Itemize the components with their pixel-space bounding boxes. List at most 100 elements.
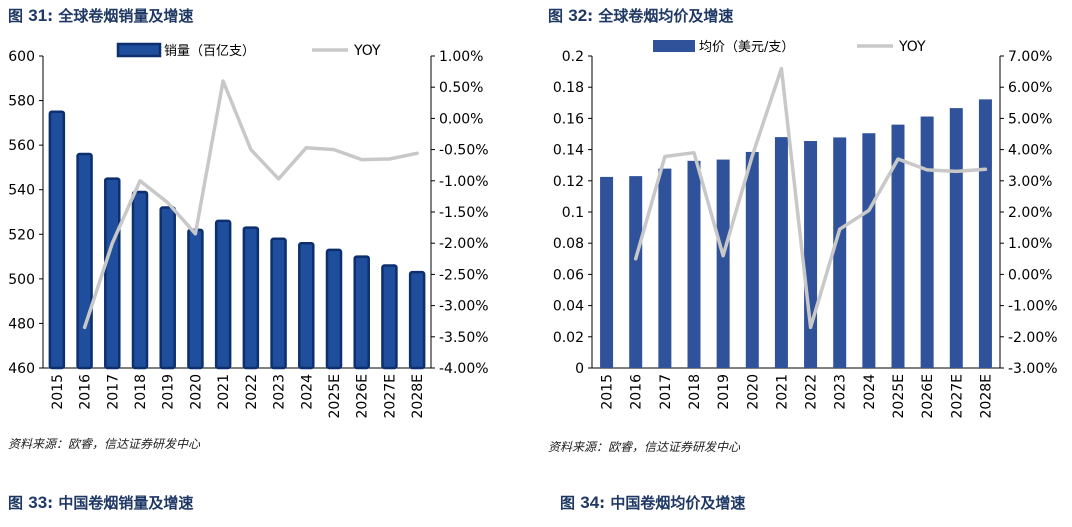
figure-title-text: 中国卷烟销量及增速 — [58, 494, 194, 512]
figure-label: 图 — [548, 7, 564, 25]
y-tick-label-right: 6.00% — [1008, 80, 1052, 96]
source-note-left: 资料来源：欧睿，信达证券研发中心 — [8, 437, 201, 451]
legend-bar-swatch — [116, 42, 162, 58]
y-tick-label-right: 1.00% — [1008, 236, 1052, 252]
bar — [214, 219, 232, 370]
y-tick-label-right: 0.00% — [1008, 267, 1052, 283]
x-tick-label: 2020 — [188, 374, 204, 410]
x-tick-label: 2018 — [133, 374, 149, 410]
bar — [687, 160, 701, 368]
x-tick-label: 2027E — [382, 374, 398, 418]
x-tick-label: 2016 — [629, 374, 645, 410]
figure-label: 图 — [560, 494, 576, 512]
global-volume-chart: 460 480 500 520 540 560 580 600 -4.00% -3.50% -3.0… — [8, 42, 489, 418]
y-tick-label-right: 1.00% — [439, 49, 483, 65]
y-tick-label-right: -1.00% — [439, 174, 489, 190]
legend-bar-label: 均价（美元/支） — [699, 40, 794, 55]
y-tick-label-right: -2.50% — [439, 267, 489, 283]
x-tick-label: 2017 — [658, 374, 674, 410]
y-tick-label-left: 520 — [8, 227, 35, 243]
y-tick-label-left: 540 — [8, 183, 35, 199]
figure-separator: : — [599, 494, 606, 512]
x-tick-label: 2019 — [716, 374, 732, 410]
figure-title-text: 中国卷烟均价及增速 — [610, 494, 746, 512]
bar — [891, 124, 905, 368]
figure-separator: : — [47, 7, 54, 25]
figure-title-text: 全球卷烟均价及增速 — [598, 7, 734, 25]
figure-34-title: 图 34: 中国卷烟均价及增速 — [560, 492, 745, 513]
x-tick-label: 2015 — [50, 374, 66, 410]
bar — [716, 159, 730, 368]
bar — [658, 168, 672, 368]
y-tick-label-left: 0.16 — [553, 111, 584, 127]
x-tick-label: 2021 — [774, 374, 790, 410]
bar — [774, 137, 788, 368]
figure-label: 图 — [8, 494, 24, 512]
x-tick-label: 2016 — [78, 374, 94, 410]
figure-number: 32 — [568, 6, 588, 25]
x-tick-label: 2021 — [216, 374, 232, 410]
y-tick-label-right: 2.00% — [1008, 205, 1052, 221]
y-tick-label-left: 0.08 — [553, 236, 584, 252]
figure-31-title: 图 31: 全球卷烟销量及增速 — [8, 5, 193, 26]
bar — [920, 116, 934, 368]
bar — [804, 141, 818, 368]
bar — [745, 151, 759, 368]
bar — [104, 177, 121, 370]
bar — [48, 110, 66, 370]
bar — [159, 206, 176, 370]
y-tick-label-left: 0.14 — [553, 143, 584, 159]
y-tick-label-left: 560 — [8, 138, 35, 154]
y-tick-label-left: 500 — [8, 272, 35, 288]
y-tick-label-right: -2.00% — [1008, 330, 1058, 346]
y-tick-label-left: 480 — [8, 316, 35, 332]
y-tick-label-left: 0.1 — [562, 205, 584, 221]
bar — [242, 226, 260, 370]
bar — [381, 264, 398, 370]
bar — [353, 255, 370, 370]
x-tick-label: 2018 — [687, 374, 703, 410]
bar — [629, 176, 643, 368]
x-tick-label: 2017 — [105, 374, 121, 410]
y-tick-label-right: -0.50% — [439, 143, 489, 159]
x-tick-label: 2023 — [833, 374, 849, 410]
y-tick-label-left: 0.04 — [553, 299, 584, 315]
bar — [833, 137, 847, 368]
y-tick-label-left: 600 — [8, 49, 35, 65]
x-tick-label: 2023 — [272, 374, 288, 410]
x-tick-label: 2024 — [862, 374, 878, 410]
figure-label: 图 — [8, 7, 24, 25]
y-tick-label-right: 3.00% — [1008, 174, 1052, 190]
y-tick-label-right: -1.50% — [439, 205, 489, 221]
x-tick-label: 2025E — [891, 374, 907, 418]
x-tick-label: 2027E — [949, 374, 965, 418]
y-tick-label-right: 0.00% — [439, 111, 483, 127]
bar — [949, 108, 963, 368]
y-tick-label-right: -4.00% — [439, 361, 489, 377]
x-tick-label: 2028E — [978, 374, 994, 418]
y-tick-label-right: -1.00% — [1008, 299, 1058, 315]
y-tick-label-right: -3.00% — [439, 299, 489, 315]
global-price-chart: 0 0.02 0.04 0.06 0.08 0.1 0.12 0.14 0.16 0.18 0.2 -… — [553, 39, 1058, 418]
y-tick-label-left: 580 — [8, 94, 35, 110]
figure-separator: : — [587, 7, 594, 25]
y-tick-label-left: 0.18 — [553, 80, 584, 96]
bar — [298, 241, 315, 370]
y-tick-label-right: 7.00% — [1008, 49, 1052, 65]
y-tick-label-right: -3.50% — [439, 330, 489, 346]
x-tick-label: 2025E — [327, 374, 343, 418]
y-tick-label-left: 0 — [575, 361, 584, 377]
x-tick-label: 2028E — [410, 374, 426, 418]
source-note-right: 资料来源：欧睿，信达证券研发中心 — [548, 440, 741, 454]
x-tick-label: 2020 — [745, 374, 761, 410]
figure-title-text: 全球卷烟销量及增速 — [58, 7, 194, 25]
x-tick-label: 2026E — [355, 374, 371, 418]
legend-line-label: YOY — [353, 43, 381, 59]
y-tick-label-right: 4.00% — [1008, 143, 1052, 159]
bar — [862, 133, 876, 368]
legend-line-label: YOY — [898, 39, 926, 55]
figure-separator: : — [47, 494, 54, 512]
figure-number: 31 — [28, 6, 48, 25]
legend-bar-label: 销量（百亿支） — [164, 44, 255, 59]
x-tick-label: 2019 — [161, 374, 177, 410]
